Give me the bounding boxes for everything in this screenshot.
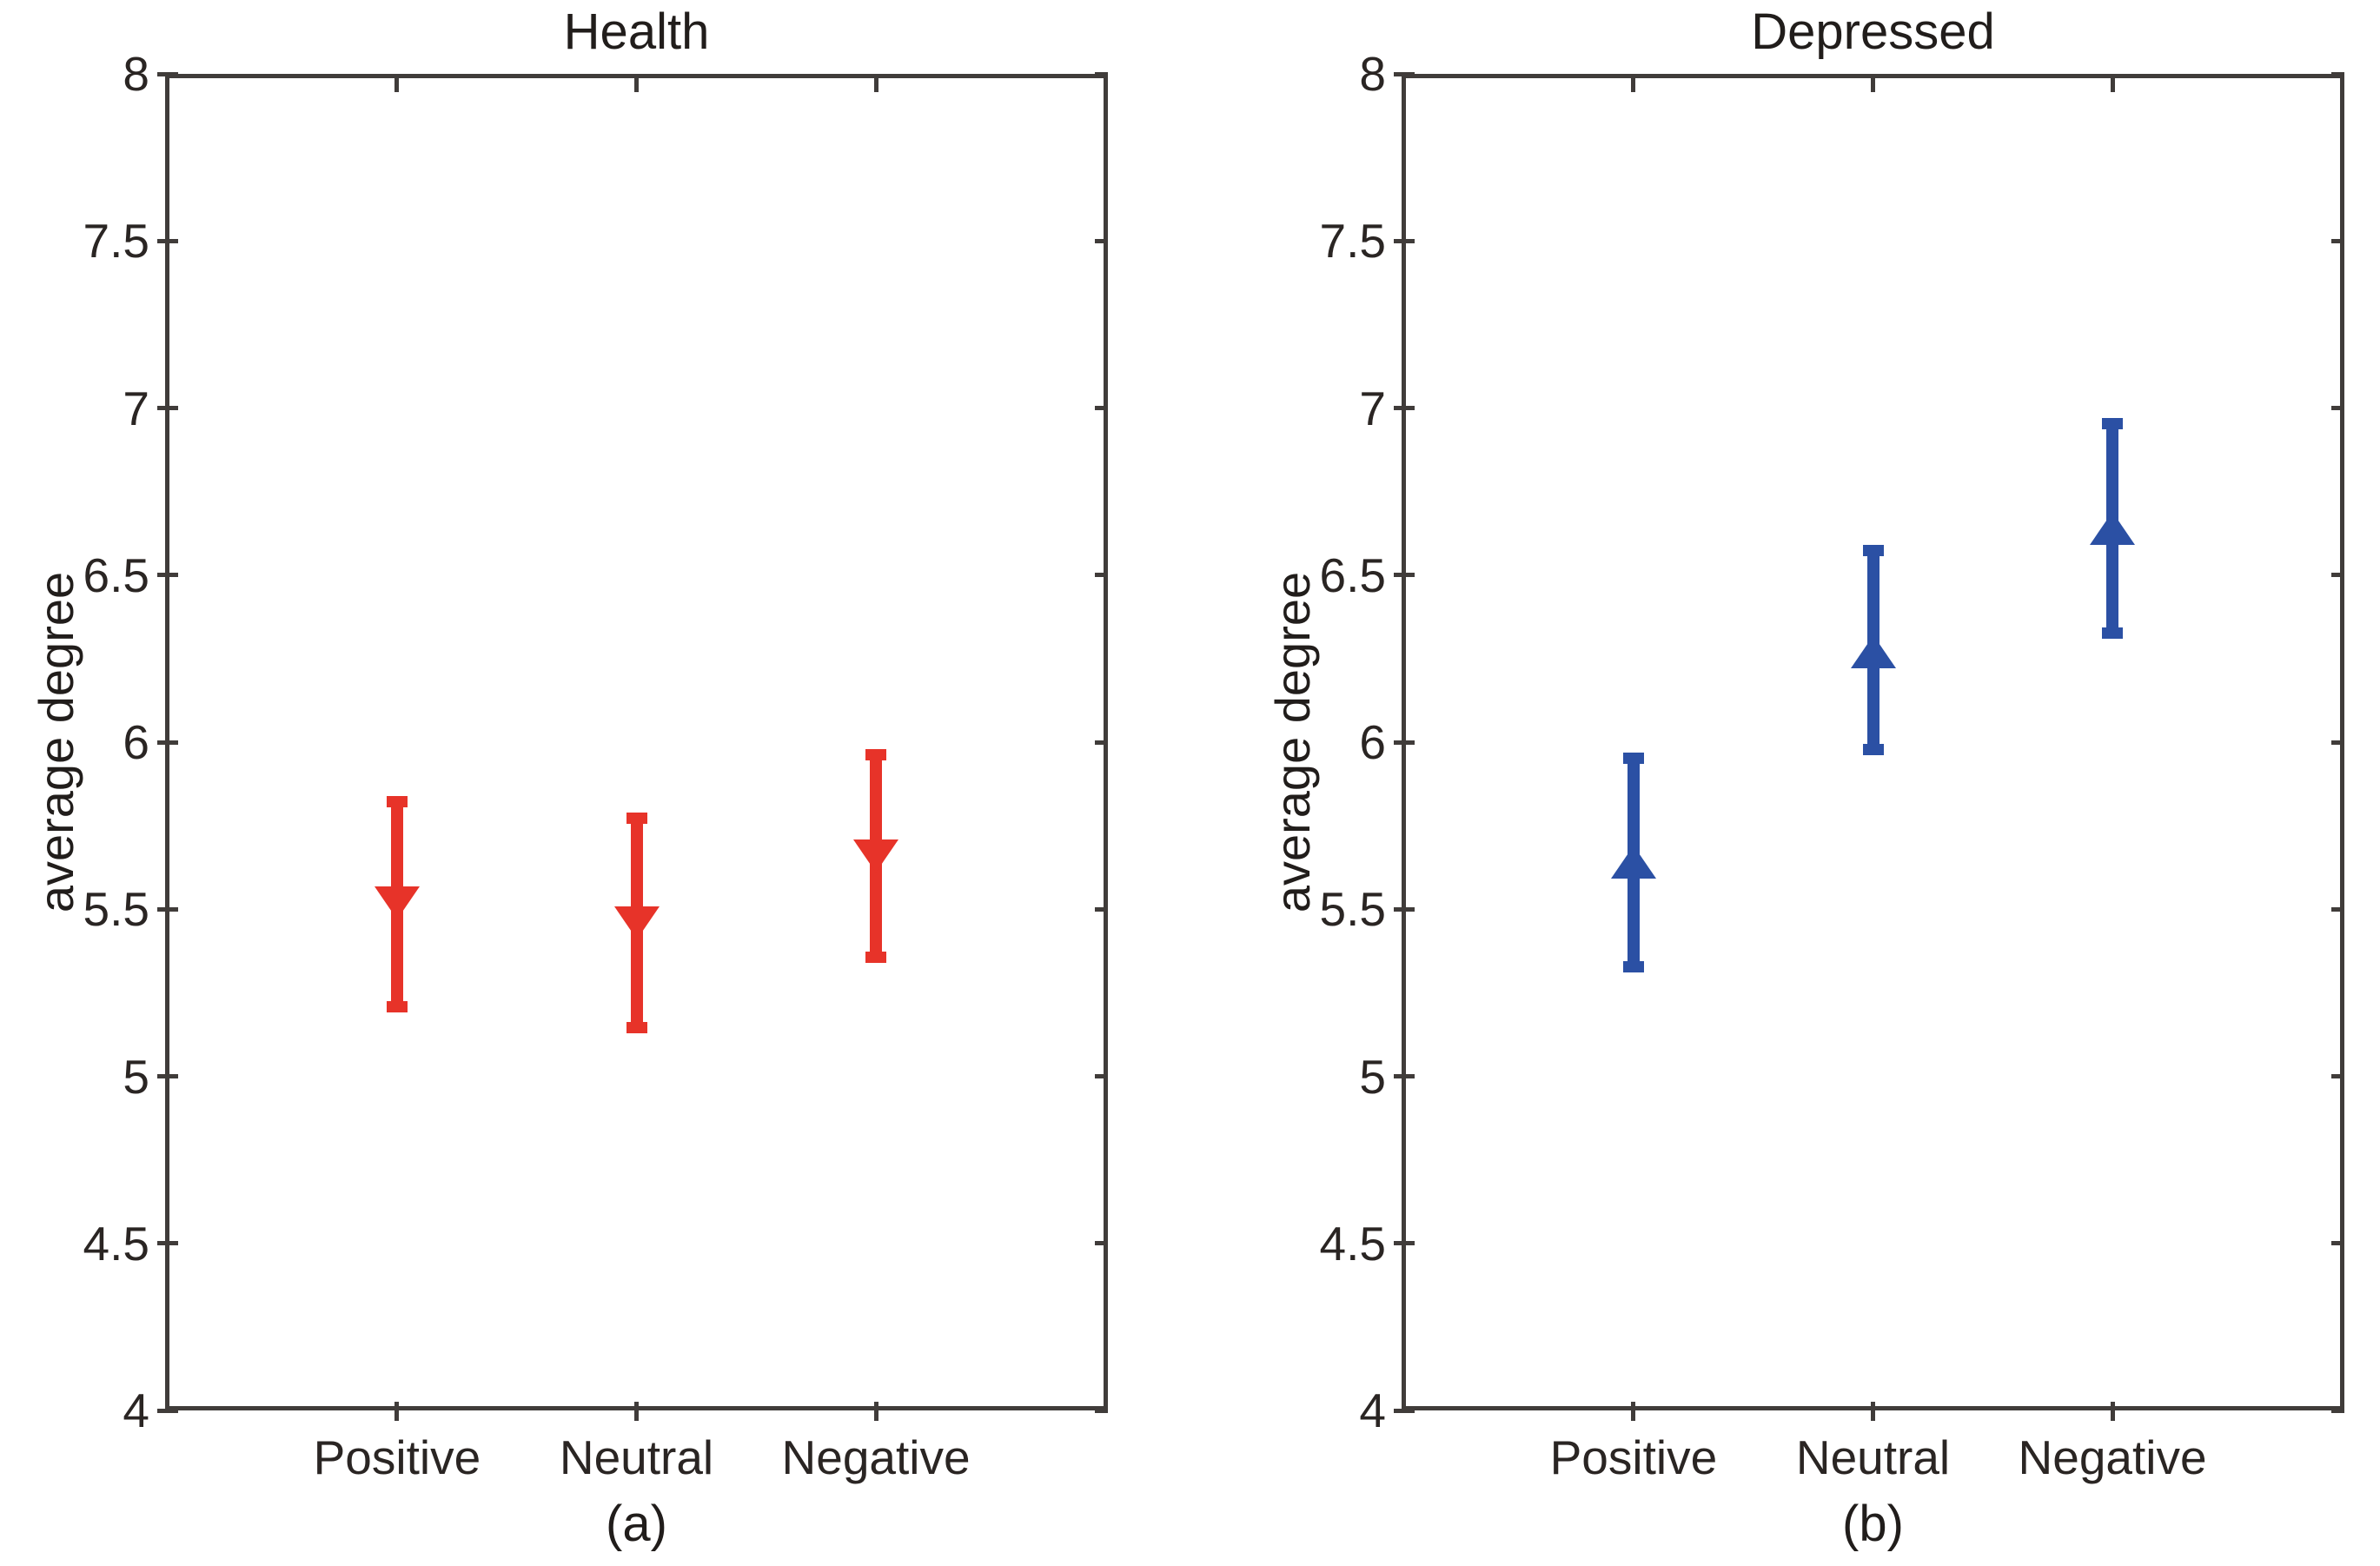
- y-tick-label: 6.5: [83, 547, 149, 602]
- y-tick-mark: [1095, 406, 1108, 410]
- y-tick-mark: [1394, 71, 1415, 76]
- y-tick-mark: [157, 71, 178, 76]
- y-tick-mark: [1095, 1074, 1108, 1078]
- y-tick-mark: [2331, 1408, 2344, 1413]
- y-tick-label: 6: [123, 715, 149, 769]
- y-tick-mark: [1095, 238, 1108, 243]
- error-bar-cap-bottom: [626, 1021, 647, 1033]
- y-tick-label: 7.5: [1319, 214, 1386, 269]
- y-tick-label: 8: [123, 47, 149, 101]
- y-tick-label: 5.5: [83, 882, 149, 937]
- error-bar-cap-bottom: [386, 1001, 408, 1013]
- y-tick-label: 8: [1359, 47, 1386, 101]
- y-tick-mark: [2331, 1074, 2344, 1078]
- x-tick-mark: [1631, 76, 1636, 92]
- y-tick-mark: [2331, 71, 2344, 76]
- x-tick-mark: [634, 76, 639, 92]
- y-tick-mark: [157, 573, 178, 578]
- x-tick-mark: [1871, 1402, 1875, 1421]
- y-tick-mark: [1394, 1408, 1415, 1413]
- error-bar-cap-top: [386, 795, 408, 807]
- marker-triangle-down: [613, 906, 660, 939]
- error-bar-cap-bottom: [2102, 627, 2124, 639]
- subplot-letter-a: (a): [606, 1496, 667, 1552]
- y-tick-mark: [2331, 1241, 2344, 1246]
- y-tick-label: 6.5: [1319, 547, 1386, 602]
- y-tick-mark: [1095, 1408, 1108, 1413]
- y-tick-label: 5.5: [1319, 882, 1386, 937]
- y-tick-label: 4: [123, 1384, 149, 1437]
- y-tick-mark: [2331, 740, 2344, 745]
- y-tick-mark: [157, 406, 178, 410]
- y-tick-mark: [2331, 573, 2344, 578]
- y-tick-mark: [157, 1074, 178, 1078]
- error-bar-cap-bottom: [1622, 961, 1644, 973]
- y-tick-mark: [2331, 406, 2344, 410]
- x-tick-mark: [873, 1402, 878, 1421]
- error-bar-cap-top: [626, 812, 647, 824]
- x-tick-mark: [1871, 76, 1875, 92]
- error-bar-cap-top: [865, 748, 887, 760]
- y-tick-mark: [157, 740, 178, 745]
- y-tick-mark: [2331, 906, 2344, 912]
- y-tick-label: 7.5: [83, 214, 149, 269]
- x-tick-label: Neutral: [1795, 1430, 1951, 1484]
- x-tick-label: Negative: [2018, 1430, 2207, 1484]
- y-tick-label: 5: [1359, 1049, 1386, 1104]
- marker-triangle-down: [374, 886, 420, 919]
- y-tick-mark: [1394, 238, 1415, 243]
- x-tick-mark: [394, 1402, 400, 1421]
- marker-triangle-up: [1610, 846, 1656, 879]
- y-tick-mark: [1394, 740, 1415, 745]
- y-tick-mark: [157, 1408, 178, 1413]
- y-tick-label: 7: [1359, 381, 1386, 435]
- y-tick-mark: [1394, 406, 1415, 410]
- y-tick-label: 5: [123, 1049, 149, 1104]
- x-tick-mark: [634, 1402, 639, 1421]
- marker-triangle-down: [853, 839, 899, 873]
- y-tick-mark: [2331, 238, 2344, 243]
- y-tick-mark: [157, 906, 178, 912]
- x-tick-label: Neutral: [559, 1430, 714, 1484]
- subplot-title-depressed: Depressed: [1751, 3, 1995, 60]
- y-tick-mark: [1394, 1241, 1415, 1246]
- y-tick-mark: [1095, 740, 1108, 745]
- y-tick-label: 6: [1359, 715, 1386, 769]
- x-tick-label: Negative: [781, 1430, 971, 1484]
- error-bar-cap-bottom: [865, 951, 887, 963]
- x-tick-mark: [1631, 1402, 1636, 1421]
- x-tick-label: Positive: [1549, 1430, 1718, 1484]
- error-bar-cap-top: [1862, 545, 1884, 557]
- marker-triangle-up: [2090, 511, 2136, 545]
- x-tick-mark: [2110, 1402, 2115, 1421]
- x-tick-mark: [2110, 76, 2115, 92]
- marker-triangle-up: [1850, 635, 1896, 669]
- y-tick-label: 4.5: [83, 1216, 149, 1271]
- x-tick-mark: [394, 76, 400, 92]
- error-bar-cap-top: [1622, 752, 1644, 764]
- x-tick-label: Positive: [313, 1430, 481, 1484]
- error-bar-cap-top: [2102, 418, 2124, 430]
- y-tick-mark: [1095, 71, 1108, 76]
- y-tick-mark: [1095, 1241, 1108, 1246]
- y-tick-mark: [1394, 1074, 1415, 1078]
- y-tick-mark: [1394, 906, 1415, 912]
- y-tick-label: 7: [123, 381, 149, 435]
- subplot-letter-b: (b): [1842, 1496, 1904, 1552]
- y-tick-mark: [157, 1241, 178, 1246]
- error-bar-cap-bottom: [1862, 744, 1884, 756]
- plot-area-health: [165, 74, 1108, 1410]
- y-tick-mark: [1095, 573, 1108, 578]
- x-tick-mark: [873, 76, 878, 92]
- y-tick-mark: [1095, 906, 1108, 912]
- y-tick-label: 4.5: [1319, 1216, 1386, 1271]
- y-tick-mark: [157, 238, 178, 243]
- subplot-title-health: Health: [563, 3, 710, 60]
- y-tick-label: 4: [1359, 1384, 1386, 1437]
- y-tick-mark: [1394, 573, 1415, 578]
